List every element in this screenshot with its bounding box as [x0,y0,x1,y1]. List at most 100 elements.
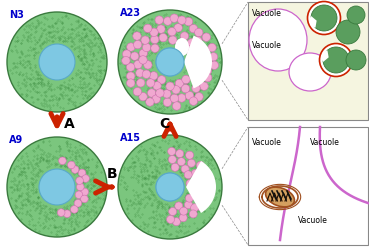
Circle shape [136,69,144,77]
Circle shape [176,150,184,158]
Circle shape [197,53,205,62]
Circle shape [76,183,84,191]
Circle shape [346,50,366,70]
Circle shape [180,207,187,215]
Circle shape [159,34,168,42]
Circle shape [177,158,185,166]
Circle shape [336,20,360,44]
Circle shape [74,200,82,207]
Circle shape [200,82,208,90]
Circle shape [63,210,71,218]
Text: Vacuole: Vacuole [310,138,340,147]
Circle shape [146,79,155,87]
Circle shape [39,169,75,205]
Text: A: A [64,118,75,132]
Circle shape [168,28,176,36]
Circle shape [142,43,151,52]
Circle shape [58,209,65,216]
Circle shape [171,163,179,171]
Text: A23: A23 [120,8,141,18]
Circle shape [169,36,177,44]
Circle shape [144,61,152,69]
Circle shape [196,162,204,170]
Wedge shape [321,50,329,62]
Circle shape [181,84,190,93]
Circle shape [7,12,107,112]
Circle shape [39,44,75,80]
Circle shape [347,6,365,24]
Circle shape [187,38,196,47]
Circle shape [142,70,151,78]
Circle shape [202,33,210,41]
Circle shape [71,166,79,173]
Circle shape [189,210,197,218]
Circle shape [172,218,180,226]
Wedge shape [310,16,317,28]
Circle shape [7,137,107,237]
Circle shape [166,82,174,90]
Circle shape [80,195,88,203]
Circle shape [151,44,159,52]
Ellipse shape [266,187,294,207]
Circle shape [200,178,208,186]
Circle shape [182,75,190,84]
Circle shape [184,18,193,26]
Circle shape [168,156,176,164]
Circle shape [150,28,158,36]
Circle shape [175,79,184,88]
Circle shape [131,52,139,60]
Circle shape [320,44,352,76]
Circle shape [185,91,194,100]
Circle shape [179,214,187,222]
Circle shape [139,49,148,58]
Circle shape [123,50,131,58]
Text: C: C [159,118,169,132]
Circle shape [127,72,135,80]
Circle shape [210,61,218,70]
Text: Vacuole: Vacuole [298,216,328,225]
Circle shape [158,76,166,84]
Circle shape [177,16,186,24]
Text: A9: A9 [9,135,23,145]
Circle shape [156,89,164,97]
Circle shape [134,40,142,49]
Circle shape [155,16,163,24]
Circle shape [170,14,179,22]
Circle shape [78,169,86,177]
Circle shape [186,194,193,202]
Circle shape [127,79,135,87]
Circle shape [307,2,341,34]
Circle shape [127,43,135,51]
Circle shape [175,202,183,210]
Ellipse shape [289,53,331,91]
Circle shape [141,36,149,44]
Circle shape [139,92,147,101]
Circle shape [172,86,180,94]
Text: A15: A15 [120,133,141,143]
Circle shape [156,173,184,201]
Circle shape [187,53,195,61]
Circle shape [76,177,83,184]
Circle shape [68,161,75,169]
Circle shape [144,24,152,32]
Circle shape [174,24,182,32]
Circle shape [198,172,206,180]
Circle shape [168,148,176,156]
Circle shape [133,88,142,96]
Circle shape [122,56,130,65]
Circle shape [153,82,161,90]
Circle shape [75,191,83,198]
Circle shape [195,92,203,101]
Circle shape [323,47,349,73]
Circle shape [189,24,198,33]
Circle shape [180,32,189,40]
Circle shape [187,159,195,167]
Circle shape [186,180,194,188]
Circle shape [163,17,172,25]
Ellipse shape [175,38,189,56]
Circle shape [184,201,193,209]
Circle shape [169,208,177,216]
Circle shape [177,94,186,102]
Ellipse shape [249,9,307,71]
Circle shape [137,79,145,87]
